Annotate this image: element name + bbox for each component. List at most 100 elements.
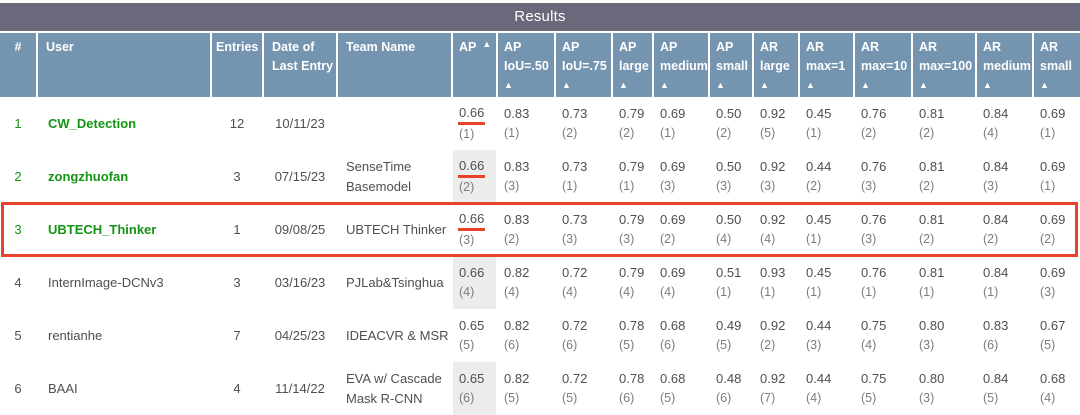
metric-rank-position: (5) <box>983 390 999 405</box>
column-header-ap_medium[interactable]: AP medium ▲ <box>654 33 708 97</box>
metric-rank-position: (1) <box>806 231 822 246</box>
column-header-ap[interactable]: AP ▲ <box>453 33 496 97</box>
metric-cell-ar_small: 0.69 (2) <box>1034 203 1080 256</box>
metric-cell-ar_large: 0.92 (7) <box>754 362 798 415</box>
metric-rank-position: (2) <box>983 231 999 246</box>
metric-rank-position: (5) <box>861 390 877 405</box>
column-header-ar_medium[interactable]: AR medium ▲ <box>977 33 1032 97</box>
metric-cell-ap: 0.66 (2) <box>453 150 496 203</box>
metric-value: 0.72 <box>562 371 588 387</box>
metric-cell-ap_iou_75: 0.73 (1) <box>556 150 611 203</box>
metric-cell-ar_max_100: 0.80 (3) <box>913 362 975 415</box>
column-header-ar_max_100[interactable]: AR max=100 ▲ <box>913 33 975 97</box>
metric-rank-position: (1) <box>760 284 776 299</box>
metric-rank-position: (6) <box>562 337 578 352</box>
metric-rank-position: (2) <box>562 125 578 140</box>
column-label: AP <box>459 40 477 54</box>
table-row: 5 rentianhe 7 04/25/23 IDEACVR & MSR 0.65 (5) 0… <box>0 309 1080 362</box>
entries-cell: 1 <box>212 203 262 256</box>
metric-cell-ap_medium: 0.69 (3) <box>654 150 708 203</box>
metric-rank-position: (5) <box>716 337 732 352</box>
column-header-date[interactable]: Date of Last Entry <box>264 33 336 97</box>
column-header-team[interactable]: Team Name <box>338 33 451 97</box>
metric-rank-position: (5) <box>619 337 635 352</box>
metric-cell-ar_max_10: 0.76 (3) <box>855 203 911 256</box>
column-header-ap_iou_50[interactable]: AP IoU=.50 ▲ <box>498 33 554 97</box>
metric-cell-ar_large: 0.92 (5) <box>754 97 798 150</box>
metric-value: 0.45 <box>806 265 832 281</box>
metric-value: 0.68 <box>1040 371 1066 387</box>
column-label: large <box>760 58 790 73</box>
column-label: IoU=.75 <box>562 58 607 73</box>
metric-cell-ap_medium: 0.69 (4) <box>654 256 708 309</box>
metric-cell-ap_large: 0.78 (5) <box>613 309 652 362</box>
metric-value: 0.84 <box>983 106 1009 122</box>
results-panel-header: Results <box>0 3 1080 31</box>
user-cell: rentianhe <box>38 309 210 362</box>
column-label: max=1 <box>806 58 846 73</box>
column-header-ap_iou_75[interactable]: AP IoU=.75 ▲ <box>556 33 611 97</box>
metric-rank-position: (1) <box>619 178 635 193</box>
metric-cell-ar_small: 0.69 (3) <box>1034 256 1080 309</box>
metric-cell-ap_iou_50: 0.83 (1) <box>498 97 554 150</box>
metric-value: 0.49 <box>716 318 742 334</box>
metric-value: 0.92 <box>760 106 786 122</box>
column-label: AR <box>919 40 938 54</box>
metric-value: 0.48 <box>716 371 742 387</box>
metric-value: 0.72 <box>562 318 588 334</box>
metric-value: 0.79 <box>619 159 645 175</box>
column-header-ar_large[interactable]: AR large ▲ <box>754 33 798 97</box>
sort-arrow-icon: ▲ <box>660 79 669 90</box>
table-row: 3 UBTECH_Thinker 1 09/08/25 UBTECH Thinker 0.… <box>0 202 1080 257</box>
column-header-rank[interactable]: # <box>0 33 36 97</box>
metric-value: 0.82 <box>504 265 530 281</box>
table-row: 1 CW_Detection 12 10/11/23 0.66 (1) 0.83 (1) 0.7… <box>0 97 1080 150</box>
metric-value: 0.68 <box>660 371 686 387</box>
metric-value: 0.84 <box>983 212 1009 228</box>
metric-cell-ap_small: 0.50 (2) <box>710 97 752 150</box>
column-header-ap_large[interactable]: AP large ▲ <box>613 33 652 97</box>
entries-cell: 7 <box>212 309 262 362</box>
column-label: AR <box>983 40 1002 54</box>
metric-value: 0.69 <box>1040 159 1066 175</box>
column-label: User <box>46 40 74 54</box>
column-label: small <box>716 58 748 73</box>
metric-rank-position: (2) <box>760 337 776 352</box>
metric-rank-position: (1) <box>1040 125 1056 140</box>
column-label: medium <box>983 58 1031 73</box>
column-header-ar_max_10[interactable]: AR max=10 ▲ <box>855 33 911 97</box>
metric-value: 0.81 <box>919 212 945 228</box>
metric-value: 0.79 <box>619 212 645 228</box>
sort-arrow-icon: ▲ <box>504 79 513 90</box>
metric-cell-ap_iou_50: 0.82 (6) <box>498 309 554 362</box>
metric-rank-position: (1) <box>716 284 732 299</box>
column-header-ar_small[interactable]: AR small ▲ <box>1034 33 1080 97</box>
metric-cell-ar_max_10: 0.76 (3) <box>855 150 911 203</box>
metric-rank-position: (4) <box>504 284 520 299</box>
metric-rank-position: (1) <box>861 284 877 299</box>
entries-count: 1 <box>233 221 241 237</box>
metric-value: 0.44 <box>806 371 832 387</box>
metric-rank-position: (1) <box>919 284 935 299</box>
column-label: AP <box>660 40 678 54</box>
metric-cell-ar_small: 0.69 (1) <box>1034 97 1080 150</box>
metric-cell-ap: 0.65 (6) <box>453 362 496 415</box>
metric-cell-ap: 0.66 (3) <box>453 203 496 256</box>
table-row: 6 BAAI 4 11/14/22 EVA w/ Cascade Mask R-CNN 0… <box>0 362 1080 415</box>
column-header-ap_small[interactable]: AP small ▲ <box>710 33 752 97</box>
metric-value: 0.73 <box>562 212 588 228</box>
column-header-user[interactable]: User <box>38 33 210 97</box>
metric-value: 0.66 <box>459 265 485 281</box>
date-cell: 11/14/22 <box>264 362 336 415</box>
column-header-ar_max_1[interactable]: AR max=1 ▲ <box>800 33 853 97</box>
metric-cell-ar_max_100: 0.81 (2) <box>913 203 975 256</box>
rank-cell: 4 <box>0 256 36 309</box>
column-header-entries[interactable]: Entries <box>212 33 262 97</box>
metric-value: 0.45 <box>806 106 832 122</box>
metric-rank-position: (2) <box>619 125 635 140</box>
metric-rank-position: (6) <box>660 337 676 352</box>
metric-cell-ar_small: 0.68 (4) <box>1034 362 1080 415</box>
metric-rank-position: (2) <box>459 180 475 195</box>
metric-value: 0.65 <box>459 318 485 334</box>
metric-cell-ap_medium: 0.69 (1) <box>654 97 708 150</box>
